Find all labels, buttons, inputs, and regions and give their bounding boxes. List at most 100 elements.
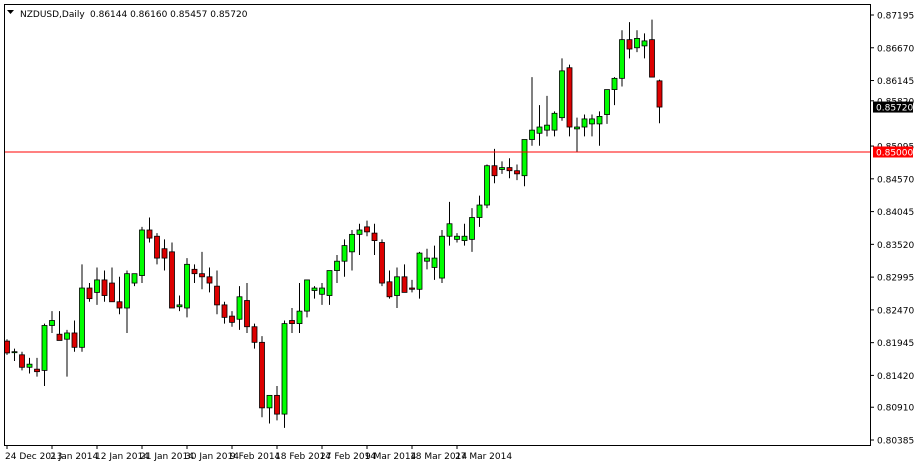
candle-body (94, 279, 100, 293)
candle (626, 22, 633, 59)
y-axis: 0.871950.866700.861450.858200.850950.845… (870, 12, 914, 447)
candle-body (109, 282, 115, 303)
x-tick-label: 18 Feb 2014 (275, 452, 331, 462)
candle (574, 117, 580, 152)
candle (281, 320, 288, 428)
candle (176, 295, 183, 312)
candle-body (349, 233, 355, 253)
candle (364, 220, 370, 237)
candle-body (476, 204, 483, 218)
y-tick-label: 0.82995 (877, 274, 914, 284)
candle-body (86, 287, 93, 300)
candle-body (566, 67, 573, 128)
candle-body (484, 165, 490, 206)
candle-body (221, 304, 228, 318)
candle (424, 248, 430, 270)
candle (64, 329, 70, 377)
y-tick-label: 0.87195 (877, 12, 914, 22)
candle-body (596, 116, 603, 125)
candle (439, 229, 445, 284)
candle-body (49, 320, 55, 326)
candle (34, 357, 40, 377)
candle-body (634, 38, 640, 49)
candle-body (154, 235, 160, 259)
candle (86, 283, 93, 302)
candle (431, 245, 438, 280)
candle-body (4, 340, 10, 354)
x-tick-label: 21 Jan 2014 (140, 452, 194, 462)
candle-body (19, 354, 25, 368)
candle-body (536, 126, 543, 134)
candle (206, 267, 213, 293)
candle (529, 77, 535, 146)
y-tick-label: 0.80910 (877, 404, 914, 414)
candle (161, 239, 168, 271)
candle (109, 267, 115, 303)
candle (446, 201, 453, 246)
level-price-label: 0.85000 (876, 148, 913, 158)
candle-body (581, 118, 588, 128)
candle-body (334, 260, 340, 271)
candle-body (26, 363, 33, 368)
candle-body (521, 139, 528, 177)
chart-menu-icon[interactable] (7, 10, 14, 14)
candle (634, 30, 640, 53)
candle-body (79, 287, 85, 348)
candle-body (176, 304, 183, 308)
candle-body (611, 77, 618, 90)
candle (394, 267, 400, 309)
candle-body (529, 129, 535, 140)
candle (484, 164, 490, 209)
x-tick-label: 12 Jan 2014 (95, 452, 149, 462)
candle (296, 283, 303, 333)
candle-body (101, 279, 108, 296)
candle (461, 223, 468, 246)
candle (49, 311, 55, 333)
candle-body (424, 257, 430, 262)
candle-body (236, 296, 243, 320)
level-price-marker: 0.85000 (873, 146, 913, 158)
y-tick-label: 0.83520 (877, 241, 914, 251)
candle (401, 264, 408, 293)
candle-body (409, 287, 415, 290)
candle (11, 348, 18, 362)
candle-body (304, 279, 310, 312)
ohlc-values: 0.86144 0.86160 0.85457 0.85720 (90, 10, 248, 20)
candle-body (139, 229, 145, 276)
candle (334, 254, 340, 284)
candle-body (326, 270, 333, 296)
candle-body (574, 126, 580, 130)
candle (221, 301, 228, 324)
candle-body (619, 39, 625, 79)
candle (409, 279, 415, 293)
candle (139, 226, 145, 284)
candle (131, 273, 138, 287)
candle-body (431, 257, 438, 268)
x-tick-label: 18 Mar 2014 (410, 452, 467, 462)
candle (349, 229, 355, 271)
candle-body (266, 394, 273, 409)
candle-body (416, 252, 423, 290)
candle (341, 239, 348, 277)
candle (596, 111, 603, 146)
y-tick-label: 0.82470 (877, 306, 914, 316)
candle-body (251, 326, 258, 343)
current-price-label: 0.85720 (876, 104, 913, 114)
candle-body (124, 273, 130, 309)
x-tick-label: 2 Jan 2014 (50, 452, 98, 462)
candle (236, 286, 243, 330)
candle (251, 323, 258, 349)
candle (619, 30, 625, 87)
candle-body (214, 285, 220, 306)
candle-body (199, 273, 205, 278)
x-tick-label: 30 Jan 2014 (185, 452, 239, 462)
candle (41, 323, 48, 387)
candle (521, 139, 528, 187)
y-tick-label: 0.81420 (877, 372, 914, 382)
candle-body (356, 229, 363, 235)
candle-body (319, 287, 325, 295)
candle-body (491, 165, 498, 177)
candle-body (131, 273, 138, 284)
